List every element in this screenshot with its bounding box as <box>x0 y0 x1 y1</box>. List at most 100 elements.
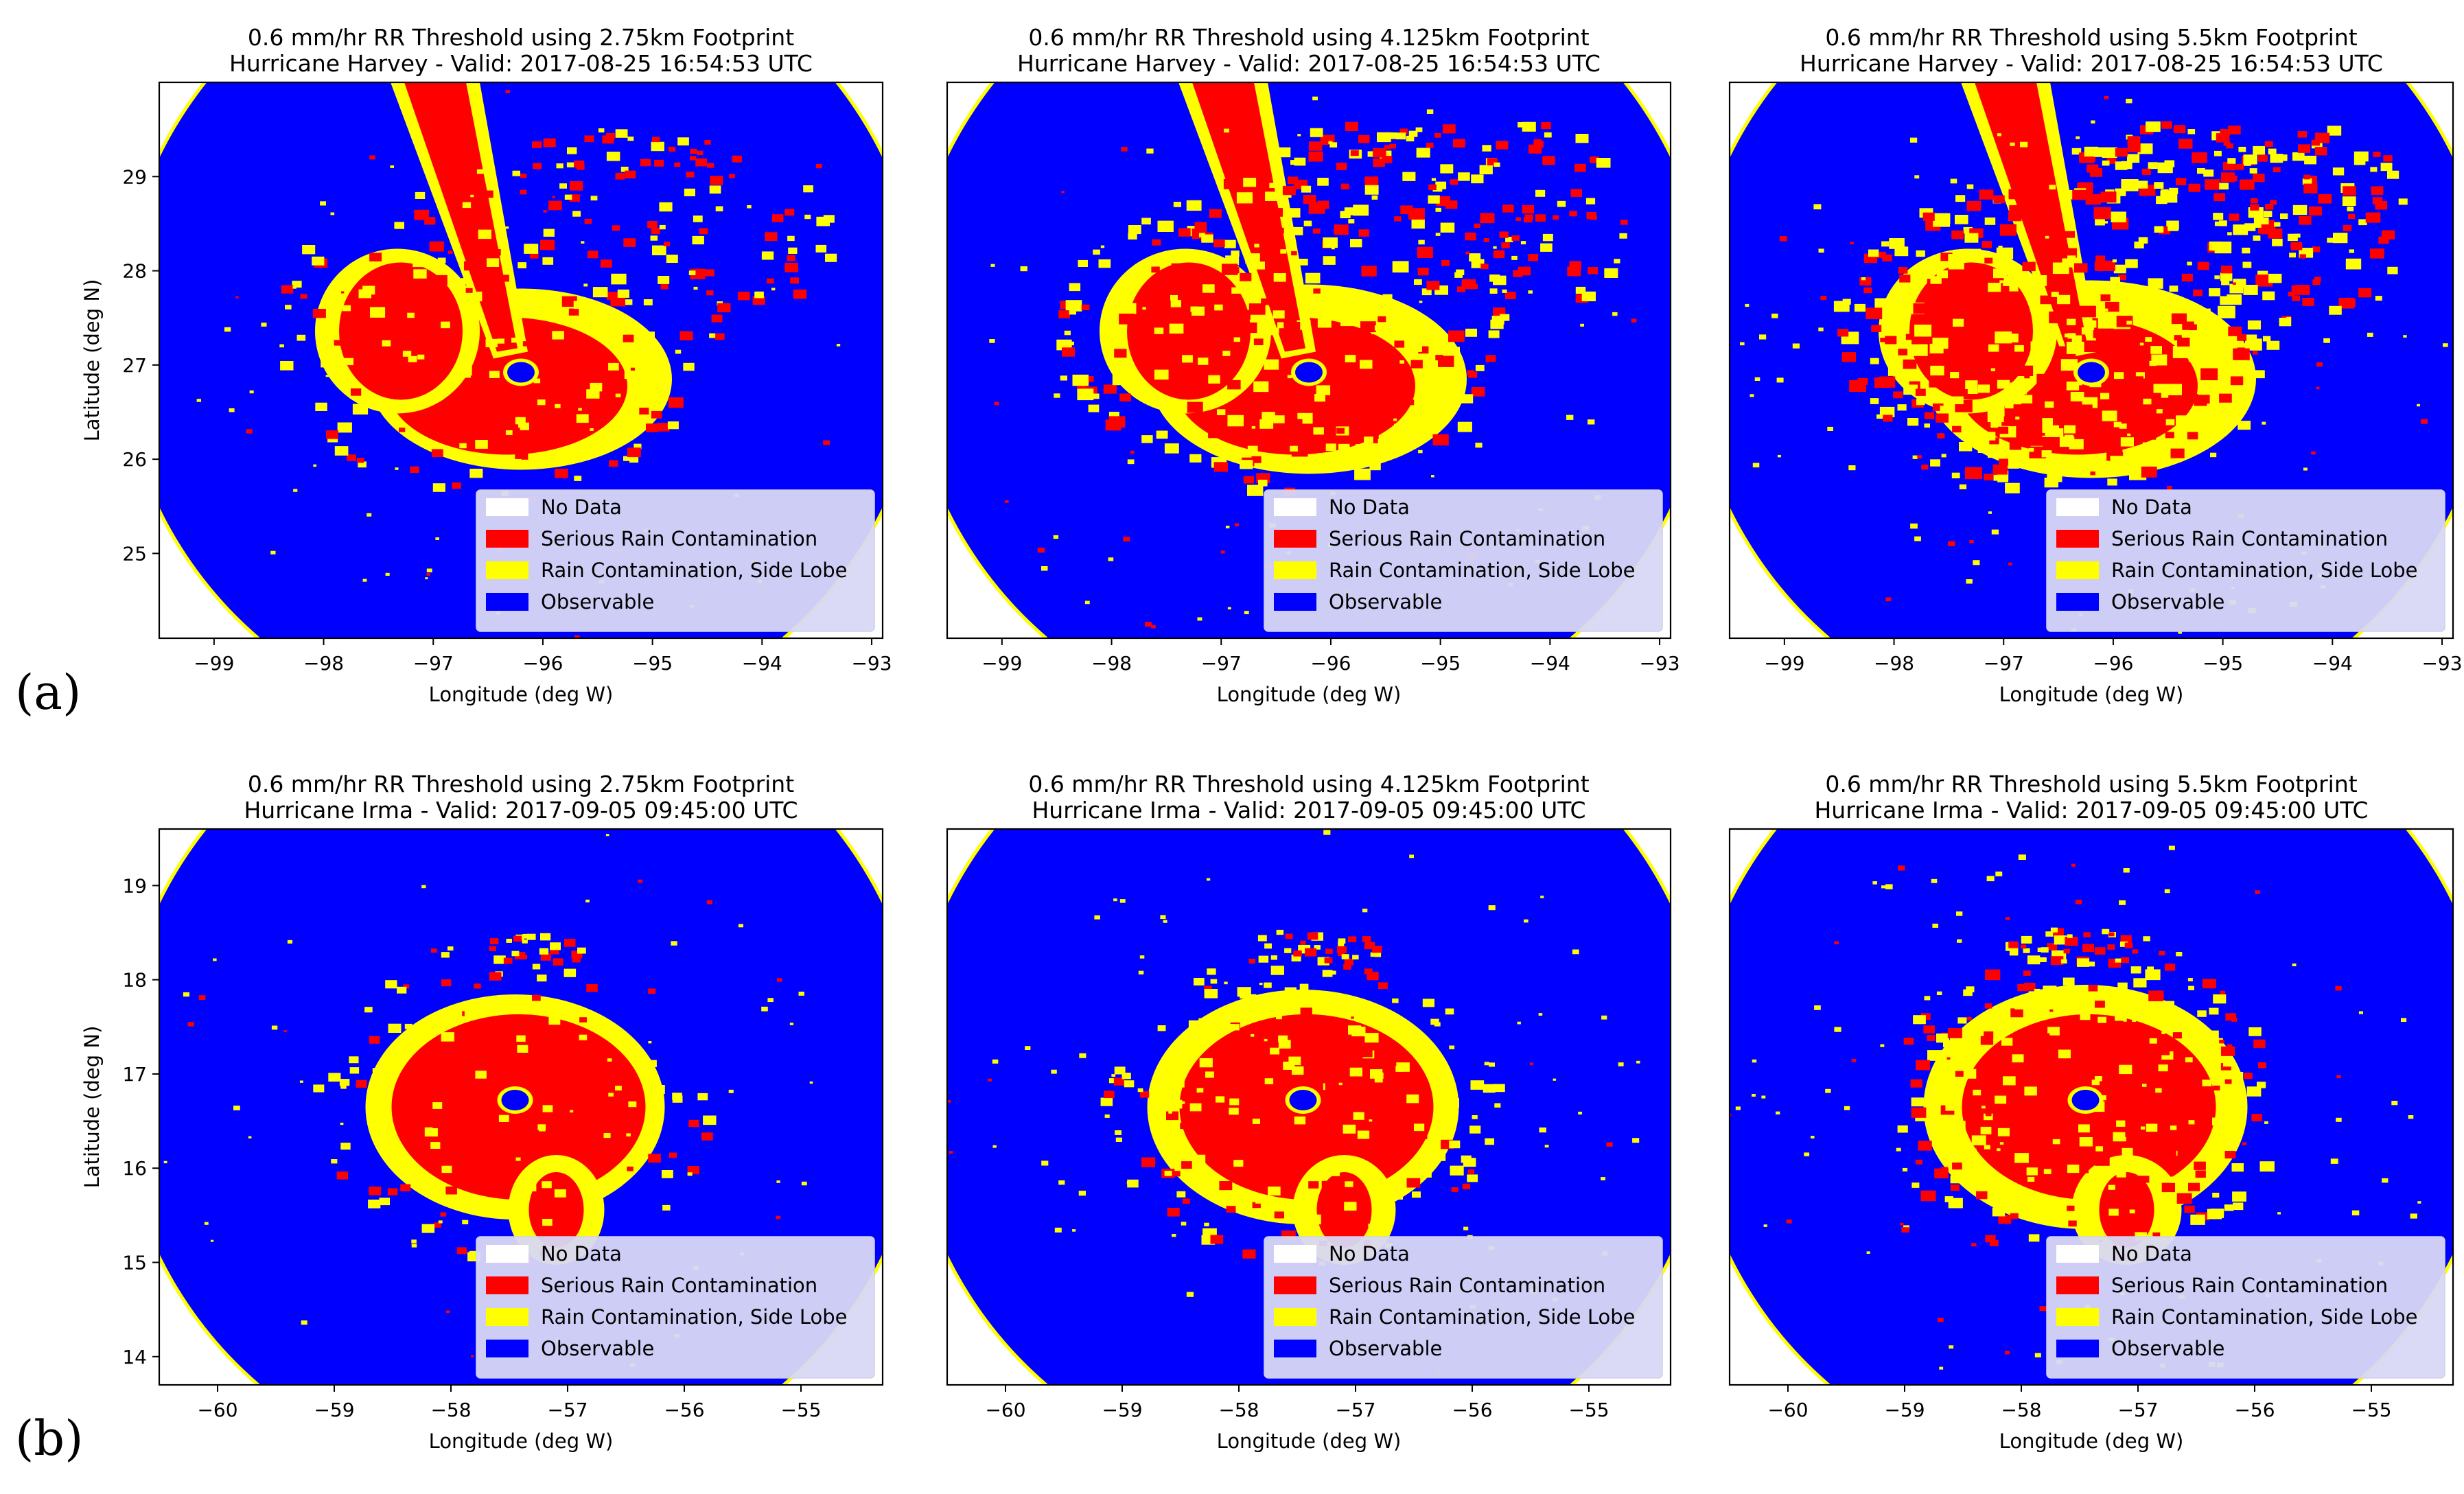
side-lobe-cell <box>2220 414 2235 424</box>
x-axis-label: Longitude (deg W) <box>429 683 614 706</box>
side-lobe-cell <box>1280 249 1287 254</box>
side-lobe-cell <box>2043 1169 2052 1174</box>
side-lobe-cell <box>2152 1021 2160 1027</box>
serious-rain-cell <box>2258 1062 2266 1069</box>
side-lobe-cell <box>1139 955 1145 959</box>
side-lobe-cell <box>1763 1224 1767 1227</box>
side-lobe-cell <box>2403 335 2407 338</box>
x-tick-label: −95 <box>2203 652 2243 675</box>
serious-rain-cell <box>710 176 723 185</box>
side-lobe-cell <box>2294 207 2299 211</box>
side-lobe-cell <box>2146 1123 2158 1132</box>
serious-rain-cell <box>1121 147 1128 152</box>
side-lobe-cell <box>1953 318 1964 327</box>
side-lobe-cell <box>1244 611 1249 614</box>
side-lobe-cell <box>1956 911 1963 916</box>
serious-rain-cell <box>1061 191 1065 194</box>
serious-rain-cell <box>2023 970 2031 976</box>
side-lobe-cell <box>2045 235 2049 239</box>
hurricane-eye <box>1295 362 1323 383</box>
side-lobe-cell <box>1194 978 1205 985</box>
legend-label: Rain Contamination, Side Lobe <box>2111 559 2417 582</box>
serious-rain-cell <box>815 163 822 169</box>
serious-rain-cell <box>1570 189 1582 197</box>
side-lobe-cell <box>2024 1086 2037 1096</box>
serious-rain-cell <box>2139 1176 2150 1183</box>
side-lobe-cell <box>709 185 721 194</box>
side-lobe-cell <box>1317 453 1333 464</box>
side-lobe-cell <box>1355 444 1369 454</box>
serious-rain-cell <box>1911 1107 1927 1118</box>
serious-rain-cell <box>1964 467 1982 480</box>
legend-label: No Data <box>1329 1242 1410 1265</box>
side-lobe-cell <box>2121 179 2139 191</box>
serious-rain-cell <box>1192 290 1206 300</box>
serious-rain-cell <box>1876 251 1886 258</box>
side-lobe-cell <box>2218 305 2235 318</box>
serious-rain-cell <box>2094 947 2106 955</box>
serious-rain-cell <box>369 350 384 360</box>
legend-swatch-no-data <box>486 1245 528 1263</box>
serious-rain-cell <box>1329 337 1345 349</box>
side-lobe-cell <box>1578 1111 1582 1114</box>
side-lobe-cell <box>1137 1088 1143 1093</box>
side-lobe-cell <box>2135 372 2145 379</box>
serious-rain-cell <box>790 277 800 284</box>
side-lobe-cell <box>2027 955 2041 965</box>
serious-rain-cell <box>595 1076 605 1083</box>
side-lobe-cell <box>2104 221 2108 224</box>
side-lobe-cell <box>1364 436 1373 443</box>
serious-rain-cell <box>1851 1058 1857 1062</box>
serious-rain-cell <box>1993 195 2005 204</box>
serious-rain-cell <box>2004 1351 2010 1355</box>
serious-rain-cell <box>2090 471 2095 476</box>
serious-rain-cell <box>1399 128 1408 135</box>
serious-rain-cell <box>1979 189 1994 200</box>
serious-rain-cell <box>1442 124 1456 134</box>
side-lobe-cell <box>2119 423 2127 429</box>
side-lobe-cell <box>1614 259 1620 264</box>
serious-rain-cell <box>1213 239 1225 248</box>
side-lobe-cell <box>2197 168 2205 174</box>
side-lobe-cell <box>358 461 367 468</box>
serious-rain-cell <box>1181 1161 1192 1169</box>
side-lobe-cell <box>2102 160 2110 166</box>
side-lobe-cell <box>1207 968 1216 975</box>
side-lobe-cell <box>2117 982 2128 990</box>
serious-rain-cell <box>1384 1088 1396 1096</box>
side-lobe-cell <box>2028 1234 2040 1242</box>
side-lobe-cell <box>1916 399 1925 406</box>
side-lobe-cell <box>1604 268 1618 278</box>
side-lobe-cell <box>1735 1106 1741 1110</box>
side-lobe-cell <box>2178 631 2182 634</box>
serious-rain-cell <box>2148 1112 2157 1119</box>
serious-rain-cell <box>357 458 364 463</box>
side-lobe-cell <box>1060 375 1067 381</box>
side-lobe-cell <box>2233 224 2248 235</box>
serious-rain-cell <box>2312 279 2321 285</box>
side-lobe-cell <box>297 334 306 341</box>
serious-rain-cell <box>1119 393 1131 401</box>
serious-rain-cell <box>1410 360 1423 369</box>
serious-rain-cell <box>187 1022 194 1027</box>
side-lobe-cell <box>1225 526 1230 528</box>
serious-rain-cell <box>574 635 580 638</box>
side-lobe-cell <box>1291 955 1301 961</box>
side-lobe-cell <box>1848 465 1856 471</box>
serious-rain-cell <box>2082 944 2095 953</box>
side-lobe-cell <box>1483 1084 1496 1093</box>
side-lobe-cell <box>441 1032 454 1042</box>
side-lobe-cell <box>1745 303 1750 307</box>
serious-rain-cell <box>1208 429 1221 439</box>
side-lobe-cell <box>1418 450 1423 454</box>
serious-rain-cell <box>2127 143 2141 152</box>
serious-rain-cell <box>1240 272 1252 281</box>
side-lobe-cell <box>1485 1138 1494 1145</box>
side-lobe-cell <box>526 933 536 940</box>
serious-rain-cell <box>823 440 830 445</box>
side-lobe-cell <box>2020 395 2033 404</box>
serious-rain-cell <box>443 1049 453 1055</box>
serious-rain-cell <box>554 419 569 430</box>
side-lobe-cell <box>1330 970 1336 975</box>
